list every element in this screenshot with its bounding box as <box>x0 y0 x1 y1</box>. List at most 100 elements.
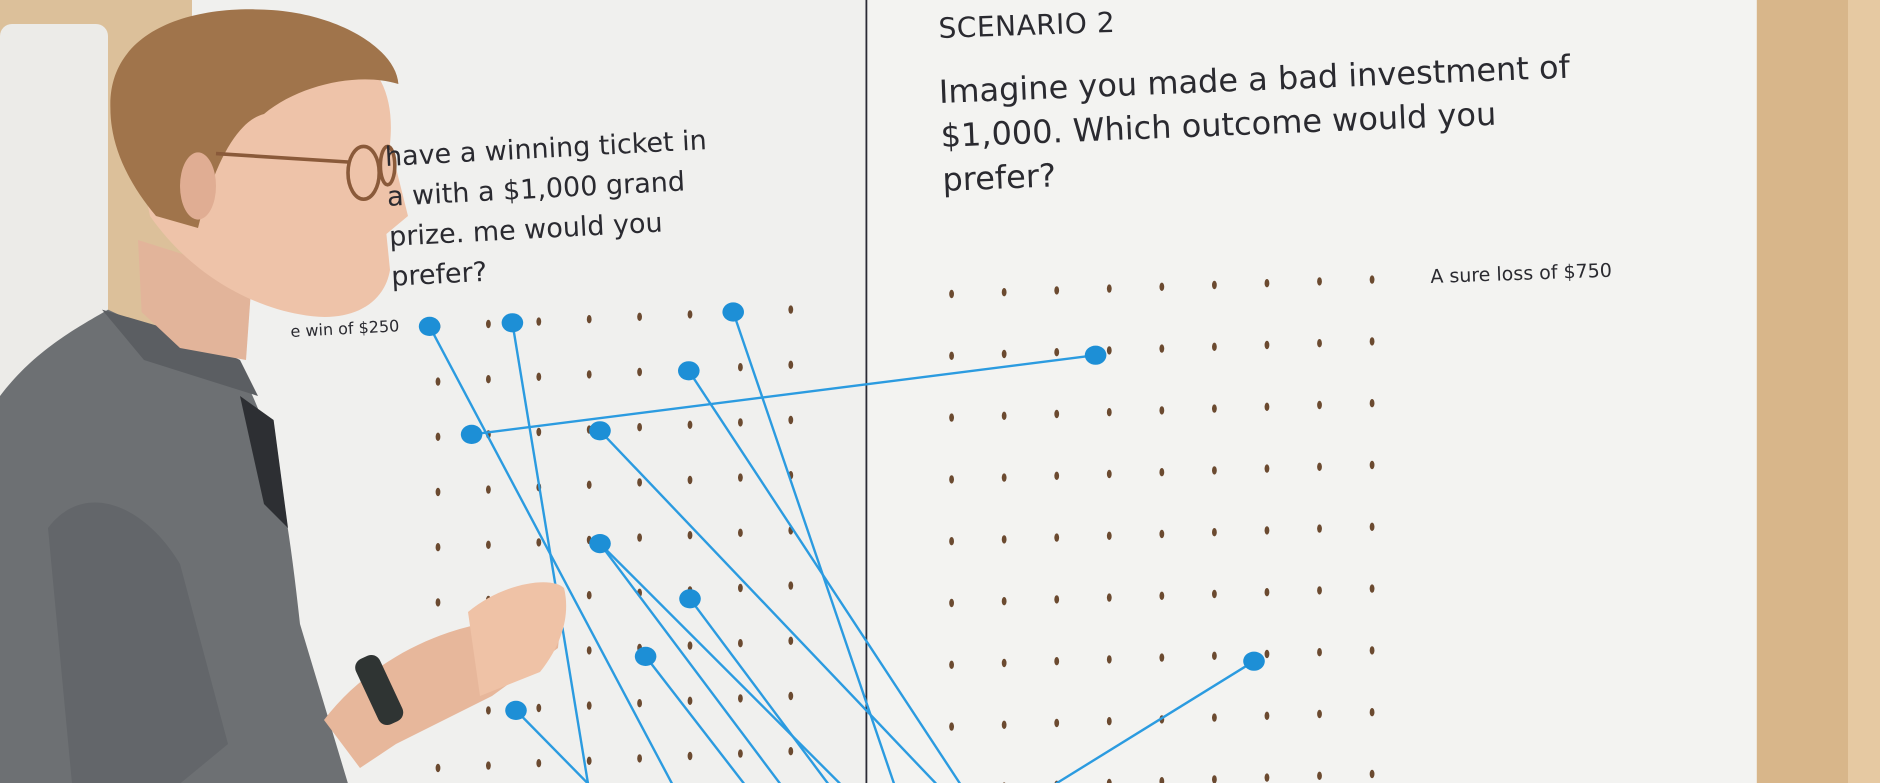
peg-hole <box>1212 528 1217 537</box>
string <box>644 655 745 783</box>
peg-hole <box>738 639 743 648</box>
blue-pin <box>634 646 657 666</box>
peg-hole <box>586 701 592 710</box>
peg-hole <box>1106 469 1112 479</box>
string <box>599 542 781 783</box>
peg-hole <box>738 363 743 372</box>
peg-hole <box>1054 471 1060 481</box>
peg-hole <box>586 646 592 655</box>
peg-hole <box>1369 399 1375 408</box>
peg-hole <box>1264 340 1270 350</box>
peg-hole <box>1159 529 1165 539</box>
peg-hole <box>949 351 955 360</box>
peg-hole <box>788 581 794 590</box>
peg-hole <box>1106 778 1112 783</box>
peg-hole <box>586 756 592 765</box>
peg-hole <box>1212 589 1217 599</box>
peg-hole <box>1106 655 1112 664</box>
peg-hole <box>788 415 794 425</box>
peg-hole <box>1317 771 1322 781</box>
peg-hole <box>788 691 794 701</box>
peg-hole <box>486 706 491 715</box>
peg-hole <box>1106 717 1112 726</box>
string <box>599 542 841 783</box>
peg-hole <box>687 641 693 650</box>
blue-pin <box>460 424 483 445</box>
peg-hole <box>486 319 491 329</box>
peg-hole <box>1054 348 1060 357</box>
peg-hole <box>687 310 693 319</box>
blue-pin <box>505 700 527 720</box>
peg-hole <box>687 420 693 430</box>
pins <box>418 302 1265 720</box>
string <box>687 370 962 783</box>
peg-hole <box>1054 286 1060 295</box>
peg-hole <box>738 694 743 703</box>
string <box>732 311 896 783</box>
peg-hole <box>1317 709 1322 719</box>
shirt-shadow <box>48 502 229 783</box>
peg-hole <box>637 423 642 432</box>
peg-hole <box>788 747 794 756</box>
peg-hole <box>536 372 542 381</box>
string <box>511 322 590 783</box>
peg-hole <box>1369 708 1375 717</box>
peg-hole <box>1001 720 1007 729</box>
peg-hole <box>1054 533 1060 542</box>
peg-hole <box>1054 595 1060 604</box>
peg-hole <box>1212 713 1217 722</box>
blue-pin <box>589 421 611 441</box>
peg-hole <box>949 289 955 299</box>
peg-hole <box>1264 464 1270 473</box>
peg-hole <box>1159 406 1165 415</box>
scenario-1-question-partial: have a winning ticket in a with a $1,000… <box>384 125 708 293</box>
peg-hole <box>1001 411 1007 421</box>
peg-hole <box>1317 648 1322 657</box>
peg-hole <box>949 537 955 546</box>
peg-hole <box>1159 777 1165 783</box>
scenario-question: Imagine you made a bad investment of $1,… <box>938 47 1571 199</box>
peg-hole <box>486 761 491 770</box>
collar <box>102 309 259 397</box>
peg-hole <box>1264 649 1270 659</box>
glasses <box>215 144 397 202</box>
peg-hole <box>637 478 642 487</box>
peg-hole <box>435 377 441 386</box>
peg-hole <box>1212 651 1217 660</box>
peg-hole <box>637 533 642 542</box>
peg-hole <box>637 367 642 377</box>
peg-hole <box>687 531 693 540</box>
peg-hole <box>1212 280 1217 290</box>
peg-hole <box>1264 279 1270 288</box>
peg-hole <box>1317 400 1322 410</box>
peg-hole <box>788 636 794 645</box>
peg-hole <box>536 703 542 713</box>
undershirt <box>240 396 288 528</box>
peg-hole <box>1106 593 1112 602</box>
peg-hole <box>1264 588 1270 597</box>
peg-hole <box>1106 346 1112 355</box>
peg-hole <box>1212 466 1217 475</box>
peg-hole <box>1001 658 1007 668</box>
peg-hole <box>687 475 693 485</box>
peg-hole <box>435 432 441 442</box>
peg-hole <box>1106 531 1112 540</box>
ear <box>180 152 217 220</box>
peg-hole <box>1159 591 1165 600</box>
peg-hole <box>486 540 491 549</box>
peg-hole <box>586 370 592 379</box>
blue-pin <box>501 313 524 333</box>
peg-hole <box>1317 524 1322 533</box>
peg-hole <box>1264 773 1270 782</box>
peg-hole <box>788 360 794 369</box>
peg-hole <box>687 696 693 705</box>
peg-hole <box>637 699 642 708</box>
peg-hole <box>1369 584 1375 593</box>
string <box>689 598 829 783</box>
peg-hole <box>1264 526 1270 535</box>
strings <box>428 311 1255 783</box>
string <box>1055 660 1255 783</box>
peg-hole <box>1159 282 1165 291</box>
person <box>0 9 567 783</box>
peg-hole <box>1054 718 1060 728</box>
